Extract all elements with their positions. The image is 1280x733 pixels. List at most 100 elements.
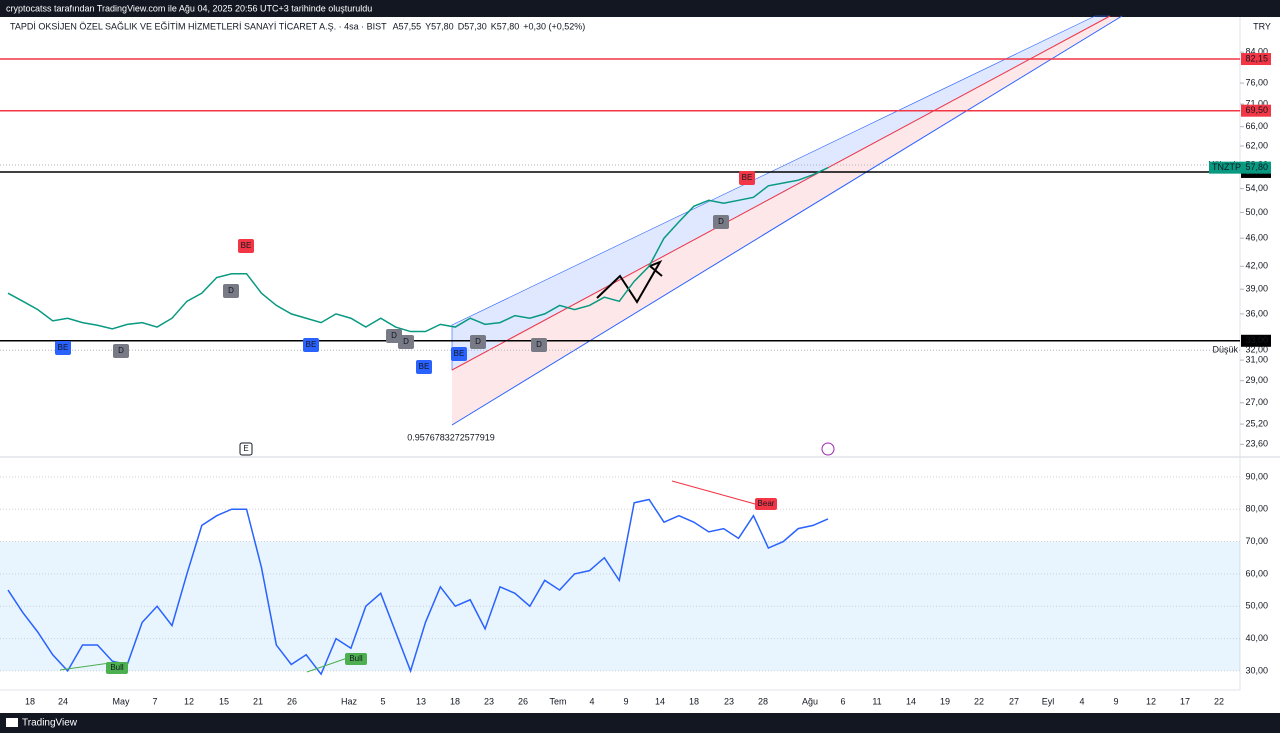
divergence-label: Bull	[349, 654, 363, 663]
signal-badge	[470, 335, 486, 349]
x-tick-label: 14	[906, 696, 916, 706]
zigzag-drawing	[596, 260, 663, 304]
signal-badge	[398, 335, 414, 349]
y-tick-label: 50,00	[1245, 207, 1268, 217]
channel-mid	[451, 15, 1111, 371]
x-tick-label: 28	[758, 696, 768, 706]
x-tick-label: 19	[940, 696, 950, 706]
x-tick-label: 7	[152, 696, 157, 706]
y-tick-label: 39,00	[1245, 284, 1268, 294]
y-tick-label: 23,60	[1245, 439, 1268, 449]
y-tick-label: 71,00	[1245, 98, 1268, 108]
signal-label: D	[391, 331, 397, 340]
y-tick-label: 70,00	[1245, 536, 1268, 546]
x-tick-label: 22	[1214, 696, 1224, 706]
ohlc-key: D	[458, 21, 465, 31]
x-tick-label: 6	[840, 696, 845, 706]
brand: TradingView	[22, 718, 78, 729]
x-tick-label: Ağu	[802, 696, 818, 706]
signal-badge	[55, 341, 71, 355]
x-tick-label: 17	[1180, 696, 1190, 706]
signal-label: BE	[454, 349, 465, 358]
y-tick-label: 76,00	[1245, 77, 1268, 87]
x-tick-label: 5	[380, 696, 385, 706]
signal-label: D	[228, 286, 234, 295]
change: +0,30 (+0,52%)	[523, 21, 585, 31]
x-tick-label: 27	[1009, 696, 1019, 706]
x-tick-label: 9	[623, 696, 628, 706]
y-tick-label: 62,00	[1245, 140, 1268, 150]
signal-label: D	[718, 217, 724, 226]
signal-badge	[416, 360, 432, 374]
x-tick-label: 22	[974, 696, 984, 706]
price-line	[7, 166, 829, 333]
x-tick-label: 12	[1146, 696, 1156, 706]
x-tick-label: May	[112, 696, 130, 706]
ohlc-key: K	[491, 21, 497, 31]
range-name: Düşük	[1212, 345, 1238, 355]
x-tick-label: 15	[219, 696, 229, 706]
y-tick-label: 27,00	[1245, 397, 1268, 407]
event-box	[239, 442, 253, 456]
ohlc-value: 57,30	[464, 21, 487, 31]
y-tick-label: 54,00	[1245, 183, 1268, 193]
flash-icon	[821, 442, 835, 456]
level-tag	[1241, 104, 1271, 117]
x-tick-label: 26	[518, 696, 528, 706]
brand-logo	[6, 718, 18, 727]
rsi-line	[7, 498, 829, 676]
y-tick-label: 60,00	[1245, 568, 1268, 578]
y-tick-label: 40,00	[1245, 633, 1268, 643]
rsi-band	[0, 541, 1240, 671]
signal-label: BE	[419, 362, 430, 371]
signal-badge	[739, 171, 755, 185]
ohlc-key: Y	[425, 21, 431, 31]
level-label: 33,00	[1245, 335, 1268, 345]
y-tick-label: 46,00	[1245, 233, 1268, 243]
signal-badge	[531, 338, 547, 352]
x-tick-label: 18	[450, 696, 460, 706]
x-tick-label: Haz	[341, 696, 358, 706]
y-tick-label: 84,00	[1245, 47, 1268, 57]
y-tick-label: 50,00	[1245, 601, 1268, 611]
signal-badge	[713, 215, 729, 229]
x-tick-label: 18	[689, 696, 699, 706]
range-label: 32,00	[1245, 345, 1268, 355]
y-tick-label: 36,00	[1245, 308, 1268, 318]
y-tick-label: 25,20	[1245, 418, 1268, 428]
x-tick-label: 26	[287, 696, 297, 706]
x-tick-label: 23	[484, 696, 494, 706]
x-tick-label: 18	[25, 696, 35, 706]
y-tick-label: 80,00	[1245, 504, 1268, 514]
x-tick-label: Eyl	[1042, 696, 1055, 706]
signal-label: D	[536, 340, 542, 349]
x-tick-label: 23	[724, 696, 734, 706]
currency: TRY	[1253, 21, 1271, 31]
y-tick-label: 42,00	[1245, 261, 1268, 271]
y-tick-label: 30,00	[1245, 665, 1268, 675]
divergence-badge	[106, 662, 128, 674]
signal-label: D	[118, 346, 124, 355]
level-label: 69,50	[1245, 105, 1268, 115]
x-tick-label: 9	[1113, 696, 1118, 706]
channel-low-edge	[451, 15, 1123, 426]
signal-badge	[451, 347, 467, 361]
x-tick-label: Tem	[549, 696, 566, 706]
series-name: TNZTP	[1212, 162, 1241, 172]
last-tag	[1209, 161, 1271, 174]
signal-label: BE	[306, 340, 317, 349]
level-tag	[1241, 53, 1271, 66]
ohlc-value: 57,80	[431, 21, 454, 31]
level-tag	[1241, 334, 1271, 347]
divergence-label: Bull	[110, 663, 124, 672]
signal-label: BE	[58, 343, 69, 352]
y-tick-label: 90,00	[1245, 471, 1268, 481]
x-tick-label: 24	[58, 696, 68, 706]
signal-label: BE	[241, 241, 252, 250]
x-tick-label: 21	[253, 696, 263, 706]
signal-badge	[223, 284, 239, 298]
y-tick-label: 66,00	[1245, 121, 1268, 131]
regression-value: 0.9576783272577919	[407, 432, 495, 442]
x-tick-label: 13	[416, 696, 426, 706]
